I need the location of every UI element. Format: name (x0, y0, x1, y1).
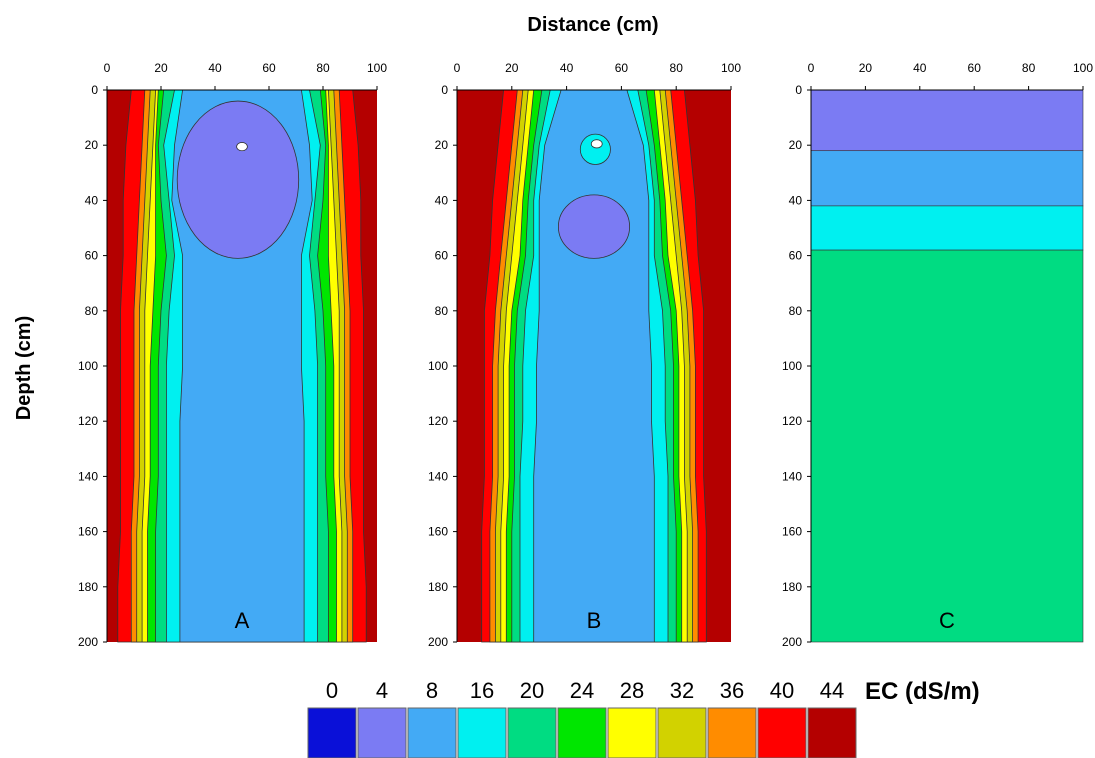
y-tick-label: 80 (435, 304, 449, 318)
y-tick-label: 100 (428, 359, 448, 373)
panel-a: 0 20 40 60 80 100 0 20 40 60 80 100 120 140 160 180 200 A (78, 61, 387, 649)
legend-level-label: 4 (376, 678, 388, 703)
legend-swatch-20 (507, 707, 557, 758)
layer-ec-8 (810, 150, 1084, 207)
y-tick-label: 40 (435, 193, 449, 207)
x-tick-label: 80 (670, 61, 684, 75)
x-tick-label: 80 (1022, 61, 1036, 75)
x-tick-label: 0 (104, 61, 111, 75)
zone-ec-16 (579, 133, 611, 165)
panel-c: 0 20 40 60 80 100 0 20 40 60 80 100 120 140 160 180 200 C (782, 61, 1093, 649)
layer-ec-16 (810, 205, 1084, 251)
y-tick-label: 60 (435, 249, 449, 263)
y-tick-label: 180 (428, 580, 448, 594)
y-tick-label: 180 (782, 580, 802, 594)
y-tick-label: 20 (435, 138, 449, 152)
x-tick-label: 100 (367, 61, 387, 75)
y-tick-label: 140 (782, 469, 802, 483)
legend-level-label: 8 (426, 678, 438, 703)
y-tick-label: 140 (78, 469, 98, 483)
x-tick-label: 40 (208, 61, 222, 75)
y-tick-label: 100 (782, 359, 802, 373)
y-tick-label: 20 (789, 138, 803, 152)
y-tick-label: 80 (789, 304, 803, 318)
y-tick-label: 0 (795, 83, 802, 97)
zone-ec-4 (557, 194, 631, 259)
y-tick-label: 120 (78, 414, 98, 428)
x-tick-label: 20 (154, 61, 168, 75)
y-tick-label: 140 (428, 469, 448, 483)
zone-ec-0 (236, 142, 248, 152)
zone-ec-0 (590, 139, 603, 149)
ec-legend: 0 4 8 16 20 24 28 32 36 40 44 (307, 678, 857, 758)
legend-swatch-44 (807, 707, 857, 758)
y-tick-label: 200 (78, 635, 98, 649)
x-tick-label: 20 (859, 61, 873, 75)
legend-level-label: 28 (620, 678, 644, 703)
x-tick-label: 40 (913, 61, 927, 75)
legend-unit-label: EC (dS/m) (865, 678, 980, 705)
y-tick-label: 40 (85, 193, 99, 207)
x-tick-label: 60 (968, 61, 982, 75)
x-tick-label: 80 (316, 61, 330, 75)
y-tick-label: 0 (441, 83, 448, 97)
y-tick-label: 200 (428, 635, 448, 649)
panel-b: 0 20 40 60 80 100 0 20 40 60 80 100 120 140 160 180 200 B (428, 61, 741, 649)
x-tick-label: 100 (721, 61, 741, 75)
x-tick-label: 0 (808, 61, 815, 75)
x-axis-title: Distance (cm) (527, 14, 658, 36)
y-tick-label: 120 (782, 414, 802, 428)
legend-level-label: 20 (520, 678, 544, 703)
panel-label-a: A (235, 608, 250, 633)
y-tick-label: 160 (428, 525, 448, 539)
x-tick-label: 0 (454, 61, 461, 75)
y-tick-label: 0 (91, 83, 98, 97)
legend-level-label: 0 (326, 678, 338, 703)
legend-swatch-16 (457, 707, 507, 758)
legend-swatch-40 (757, 707, 807, 758)
contour-band-ec-8 (533, 89, 655, 643)
legend-swatch-36 (707, 707, 757, 758)
x-tick-label: 40 (560, 61, 574, 75)
x-tick-label: 60 (262, 61, 276, 75)
legend-level-label: 24 (570, 678, 594, 703)
legend-swatch-0 (307, 707, 357, 758)
y-tick-label: 80 (85, 304, 99, 318)
x-tick-label: 100 (1073, 61, 1093, 75)
legend-swatch-32 (657, 707, 707, 758)
layer-ec-20 (810, 249, 1084, 643)
y-tick-label: 120 (428, 414, 448, 428)
y-tick-label: 60 (85, 249, 99, 263)
legend-level-label: 36 (720, 678, 744, 703)
y-tick-label: 100 (78, 359, 98, 373)
panel-label-c: C (939, 608, 955, 633)
x-tick-label: 20 (505, 61, 519, 75)
x-tick-label: 60 (615, 61, 629, 75)
legend-swatch-4 (357, 707, 407, 758)
y-tick-label: 20 (85, 138, 99, 152)
y-tick-label: 60 (789, 249, 803, 263)
y-axis-title: Depth (cm) (13, 316, 35, 420)
y-tick-label: 160 (782, 525, 802, 539)
y-tick-label: 40 (789, 193, 803, 207)
legend-level-label: 32 (670, 678, 694, 703)
layer-ec-4 (810, 89, 1084, 152)
panel-label-b: B (587, 608, 602, 633)
y-tick-label: 200 (782, 635, 802, 649)
legend-swatch-28 (607, 707, 657, 758)
legend-swatch-24 (557, 707, 607, 758)
zone-ec-4 (176, 100, 300, 259)
legend-level-label: 16 (470, 678, 494, 703)
legend-swatch-8 (407, 707, 457, 758)
y-tick-label: 180 (78, 580, 98, 594)
legend-level-label: 44 (820, 678, 844, 703)
legend-level-label: 40 (770, 678, 794, 703)
y-tick-label: 160 (78, 525, 98, 539)
